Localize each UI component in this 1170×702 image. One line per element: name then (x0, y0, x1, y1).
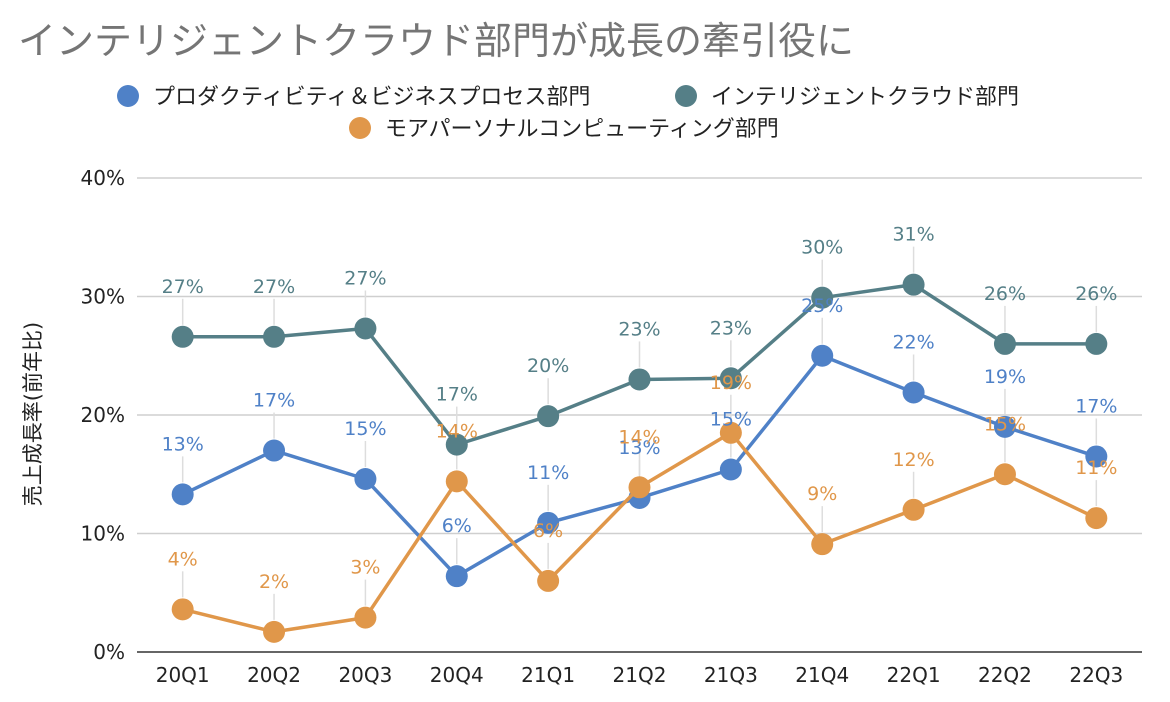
data-label: 23% (710, 317, 752, 339)
data-point (811, 533, 834, 556)
data-label: 17% (1075, 395, 1117, 417)
data-label: 9% (807, 483, 837, 505)
legend-item-intelligent-cloud: インテリジェントクラウド部門 (675, 85, 1019, 110)
data-point (719, 458, 742, 481)
data-label: 25% (801, 295, 843, 317)
data-point (354, 317, 377, 340)
data-label: 11% (527, 462, 569, 484)
data-label: 17% (436, 384, 478, 406)
data-point (171, 325, 194, 348)
x-tick-label: 22Q2 (978, 663, 1032, 687)
x-tick-label: 20Q4 (430, 663, 484, 687)
data-point (719, 367, 742, 390)
data-point (1085, 445, 1108, 468)
x-tick-label: 20Q3 (338, 663, 392, 687)
data-point (719, 421, 742, 444)
data-point (902, 273, 925, 296)
data-label: 23% (618, 318, 660, 340)
data-label: 13% (162, 433, 204, 455)
data-point (811, 344, 834, 367)
data-point (263, 439, 286, 462)
data-point (993, 415, 1016, 438)
data-point (902, 498, 925, 521)
data-label: 15% (984, 413, 1026, 435)
data-point (445, 433, 468, 456)
y-axis-label: 売上成長率(前年比) (21, 322, 45, 506)
x-tick-label: 21Q3 (704, 663, 758, 687)
data-label: 12% (892, 449, 934, 471)
data-label: 2% (259, 571, 289, 593)
x-tick-label: 22Q1 (887, 663, 941, 687)
data-point (354, 606, 377, 629)
legend-marker-intelligent-cloud (675, 85, 697, 107)
data-point (628, 476, 651, 499)
legend-marker-more-personal-computing (349, 117, 371, 139)
data-label: 19% (710, 372, 752, 394)
data-point (445, 565, 468, 588)
data-point (263, 620, 286, 643)
legend-item-productivity: プロダクティビティ＆ビジネスプロセス部門 (117, 85, 590, 110)
plot-area: 0% 10% 20% 30% 40% 20Q1 20Q2 20Q3 20Q4 21Q1 21Q2 21… (81, 166, 1142, 687)
data-point (628, 368, 651, 391)
data-label: 6% (533, 520, 563, 542)
data-label: 26% (1075, 283, 1117, 305)
chart-title: インテリジェントクラウド部門が成長の牽引役に (18, 19, 854, 63)
y-tick-label: 0% (93, 640, 125, 664)
data-label: 3% (350, 557, 380, 579)
series-2 (171, 421, 1108, 643)
y-tick-label: 40% (81, 166, 125, 190)
data-label: 11% (1075, 457, 1117, 479)
data-label: 26% (984, 283, 1026, 305)
x-tick-label: 21Q1 (521, 663, 575, 687)
data-point (171, 598, 194, 621)
data-label: 15% (710, 409, 752, 431)
data-point (537, 511, 560, 534)
data-label: 30% (801, 237, 843, 259)
y-tick-label: 30% (81, 285, 125, 309)
legend-label-more-personal-computing: モアパーソナルコンピューティング部門 (385, 117, 779, 142)
x-tick-label: 20Q2 (247, 663, 301, 687)
data-point (1085, 507, 1108, 530)
data-label: 31% (892, 224, 934, 246)
data-point (537, 569, 560, 592)
data-point (445, 470, 468, 493)
legend-marker-productivity (117, 85, 139, 107)
y-tick-label: 10% (81, 522, 125, 546)
series-1 (171, 273, 1108, 456)
legend-label-productivity: プロダクティビティ＆ビジネスプロセス部門 (153, 85, 590, 110)
data-label: 15% (344, 418, 386, 440)
data-point (354, 467, 377, 490)
data-label: 22% (892, 331, 934, 353)
data-point (993, 463, 1016, 486)
data-label: 27% (162, 276, 204, 298)
legend-item-more-personal-computing: モアパーソナルコンピューティング部門 (349, 117, 779, 142)
x-tick-label: 21Q4 (795, 663, 849, 687)
legend-label-intelligent-cloud: インテリジェントクラウド部門 (711, 85, 1019, 110)
data-point (902, 381, 925, 404)
data-label: 17% (253, 390, 295, 412)
data-label: 13% (618, 437, 660, 459)
data-label: 6% (442, 515, 472, 537)
data-point (171, 483, 194, 506)
data-label: 20% (527, 355, 569, 377)
y-tick-label: 20% (81, 403, 125, 427)
data-label: 14% (436, 420, 478, 442)
legend: プロダクティビティ＆ビジネスプロセス部門 インテリジェントクラウド部門 モアパー… (117, 85, 1019, 142)
data-point (263, 325, 286, 348)
data-point (1085, 332, 1108, 355)
data-label: 4% (168, 548, 198, 570)
x-tick-label: 20Q1 (156, 663, 210, 687)
data-label: 19% (984, 366, 1026, 388)
data-point (811, 286, 834, 309)
data-label: 27% (253, 276, 295, 298)
data-point (993, 332, 1016, 355)
x-tick-label: 21Q2 (613, 663, 667, 687)
data-label: 27% (344, 267, 386, 289)
data-point (537, 405, 560, 428)
data-label: 14% (618, 426, 660, 448)
x-tick-label: 22Q3 (1069, 663, 1123, 687)
